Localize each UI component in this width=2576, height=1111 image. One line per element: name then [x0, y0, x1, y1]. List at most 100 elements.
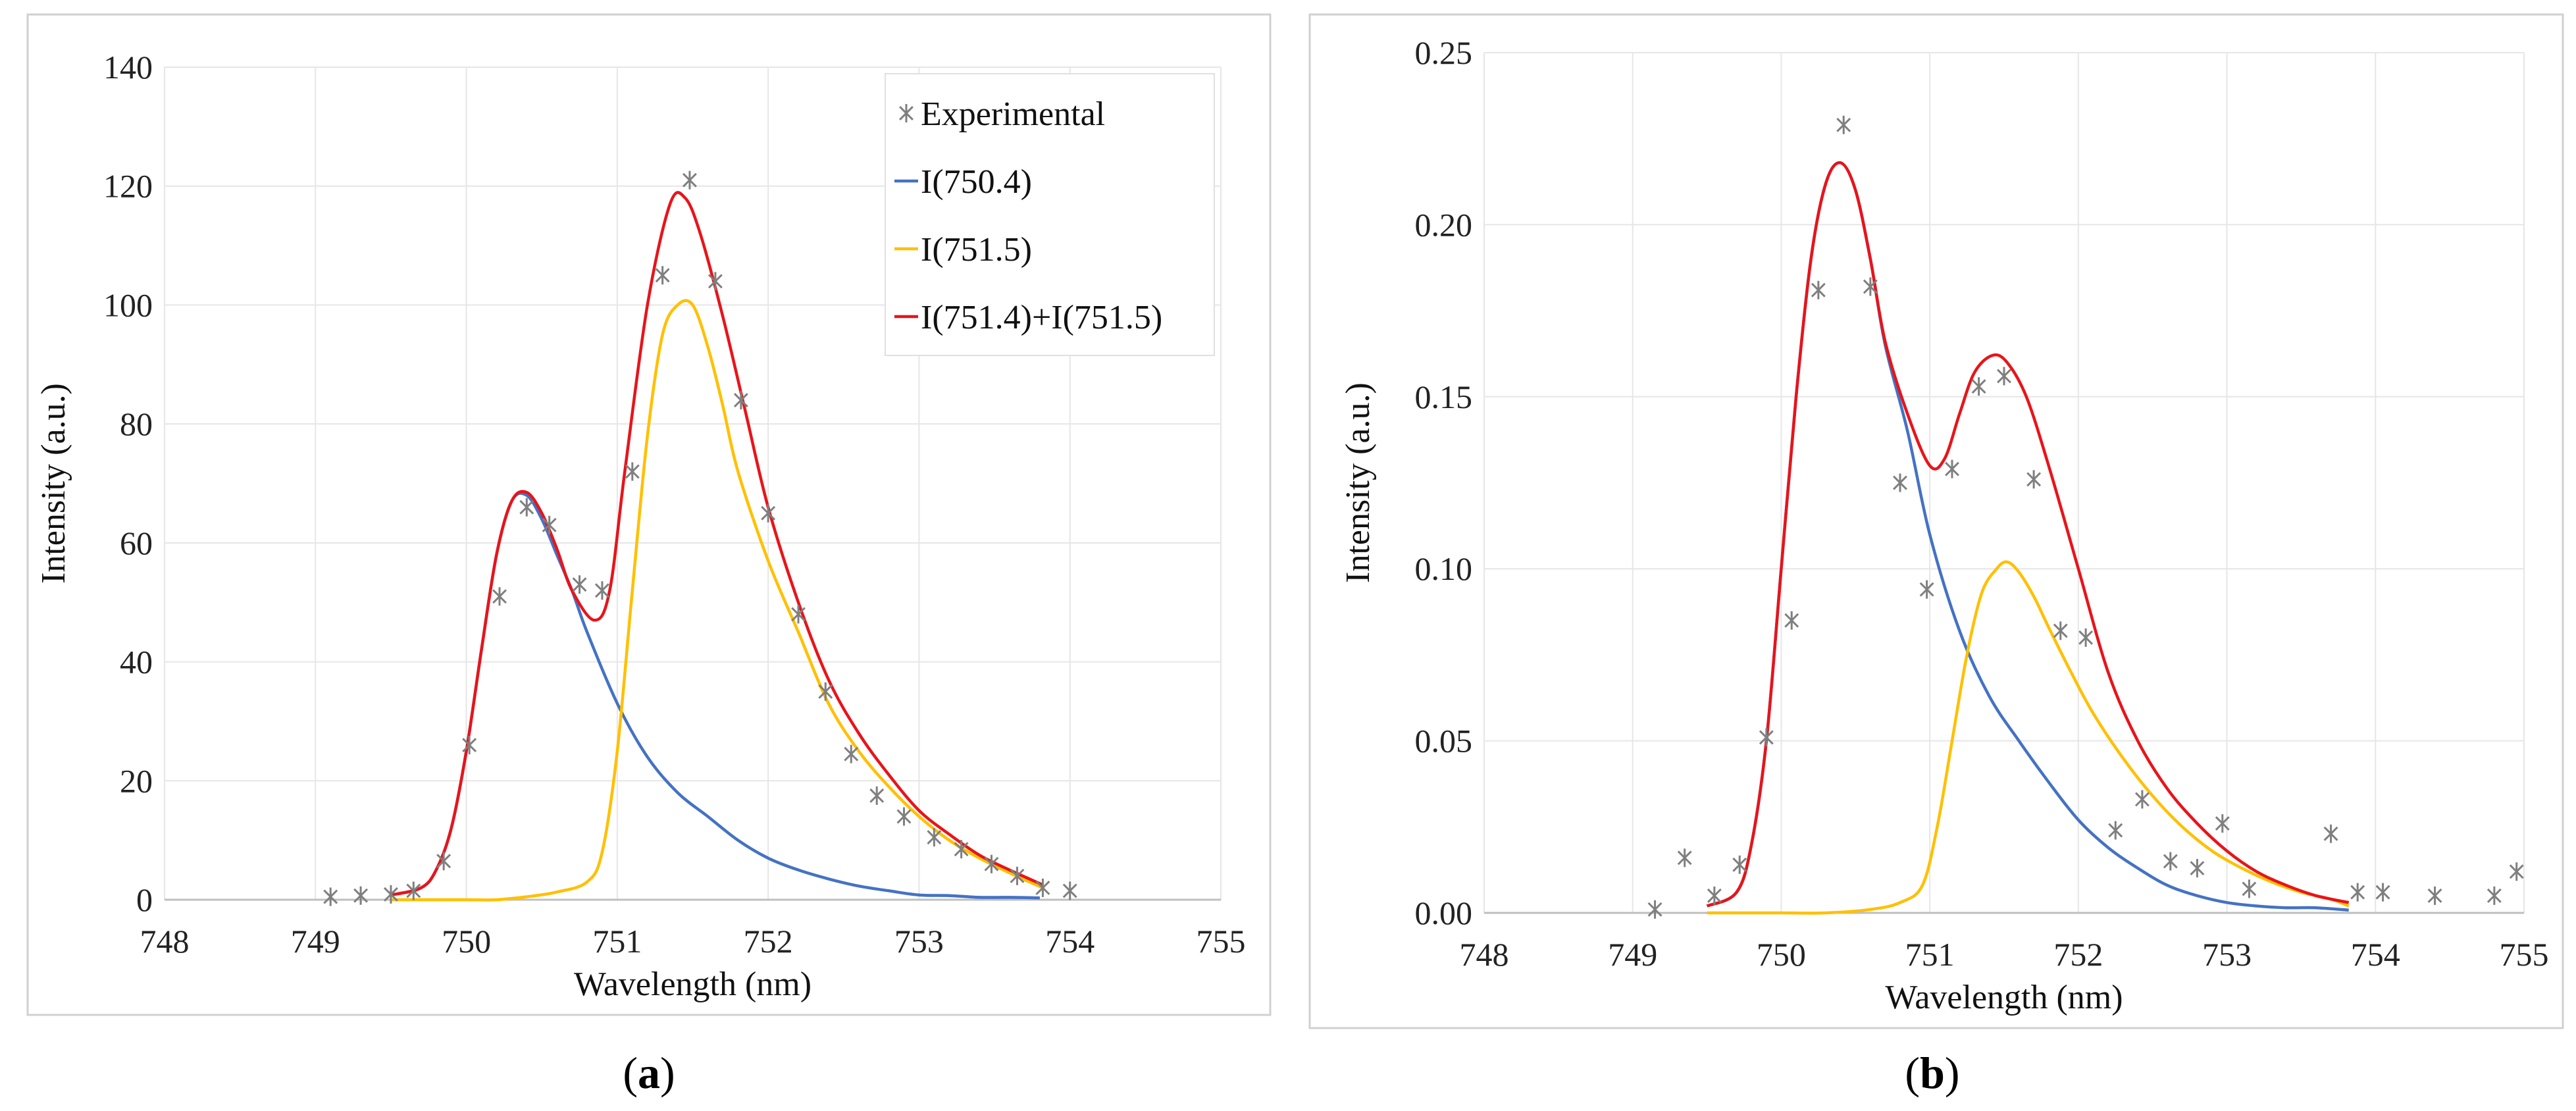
chart-a-experimental-point-16 [761, 504, 776, 523]
chart-a-experimental-point-18 [818, 682, 833, 701]
chart-b-xtick-label-7: 755 [2500, 936, 2549, 973]
chart-a: 748 749 750 751 752 753 754 755 0 20 40 60 80 100 120 1… [35, 49, 1246, 1003]
chart-a-legend-marker-0 [899, 104, 914, 122]
chart-a-experimental-point-0 [323, 887, 338, 906]
chart-a-experimental-point-26 [1035, 878, 1050, 897]
chart-b-experimental-point-19 [2163, 852, 2178, 871]
chart-a-experimental-point-23 [954, 840, 969, 859]
chart-a-experimental-point-5 [462, 736, 477, 755]
caption-b: (b) [1905, 1048, 1959, 1098]
chart-a-ytick-label-5: 100 [103, 286, 153, 323]
chart-a-experimental-point-7 [519, 498, 534, 517]
chart-b-experimental-point-17 [2108, 821, 2123, 840]
chart-b-experimental-point-18 [2134, 790, 2150, 809]
chart-b-xtick-label-1: 749 [1608, 936, 1657, 973]
chart-a-legend-label-0: Experimental [921, 95, 1105, 133]
chart-b-experimental-point-24 [2350, 883, 2365, 902]
chart-a-ytick-label-0: 0 [136, 881, 153, 918]
chart-b-experimental-point-16 [2078, 628, 2094, 647]
chart-a-experimental-point-15 [733, 391, 748, 409]
chart-a-experimental-point-4 [436, 852, 451, 871]
chart-a-experimental-point-22 [927, 828, 942, 847]
chart-a-experimental-point-21 [896, 807, 912, 826]
chart-a-experimental-point-3 [406, 881, 421, 900]
chart-a-experimental-point-10 [594, 581, 609, 600]
chart-b-experimental-point-3 [1732, 855, 1747, 874]
chart-a-xtick-label-5: 753 [894, 923, 944, 960]
chart-b-experimental-point-23 [2323, 824, 2338, 843]
chart-a-experimental-point-2 [383, 885, 398, 904]
chart-b-ytick-label-4: 0.20 [1415, 206, 1473, 243]
chart-a-experimental-point-19 [844, 744, 859, 763]
chart-b-ytick-label-2: 0.10 [1415, 550, 1473, 587]
chart-b-experimental-point-8 [1863, 277, 1878, 296]
chart-b-experimental-point-22 [2242, 879, 2257, 898]
chart-a-experimental-point-25 [1010, 866, 1025, 885]
chart-a-xtick-label-2: 750 [442, 923, 491, 960]
chart-a-ytick-label-1: 20 [120, 762, 153, 799]
chart-a-experimental-point-27 [1062, 881, 1077, 900]
chart-a-xlabel: Wavelength (nm) [574, 966, 811, 1003]
chart-a-experimental-point-20 [869, 786, 885, 805]
chart-b-xtick-label-4: 752 [2053, 936, 2103, 973]
caption-a: (a) [623, 1048, 675, 1098]
chart-a-experimental-point-6 [492, 587, 507, 606]
chart-a-xtick-label-7: 755 [1197, 923, 1246, 960]
chart-b-experimental-point-9 [1893, 473, 1907, 492]
chart-a-series-i-751-5--line [390, 299, 1044, 902]
chart-a-experimental-point-11 [625, 462, 640, 481]
chart-a-xtick-label-1: 749 [291, 923, 340, 960]
chart-a-experimental-point-9 [572, 575, 587, 594]
chart-a-series-i-751-4-i-751-5--line [390, 191, 1044, 897]
chart-b-xlabel: Wavelength (nm) [1885, 979, 2123, 1016]
chart-b-ytick-label-1: 0.05 [1415, 723, 1473, 760]
chart-a-experimental-point-13 [682, 170, 697, 190]
chart-a-xtick-label-3: 751 [592, 923, 642, 960]
chart-b-xtick-label-3: 751 [1905, 936, 1955, 973]
chart-a-ytick-label-6: 120 [103, 168, 153, 205]
chart-b-experimental-point-5 [1784, 611, 1799, 630]
chart-a-ytick-label-4: 80 [120, 405, 153, 442]
chart-a-experimental-point-17 [791, 605, 806, 624]
chart-b-experimental-point-10 [1919, 580, 1934, 599]
chart-b-experimental-point-0 [1647, 900, 1662, 919]
chart-a-legend-box [885, 73, 1215, 356]
chart-a-experimental-point-12 [655, 266, 670, 285]
chart-b-ytick-label-0: 0.00 [1415, 894, 1473, 931]
chart-a-legend: Experimental I(750.4) I(751.5) I(751.4)+I(7… [885, 73, 1215, 356]
chart-b-experimental-points [1647, 115, 2524, 919]
chart-a-xtick-label-6: 754 [1045, 923, 1095, 960]
chart-b-experimental-point-15 [2053, 621, 2068, 640]
chart-b-xtick-label-2: 750 [1757, 936, 1806, 973]
chart-a-xtick-label-0: 748 [140, 923, 190, 960]
chart-b-series-i-751-4-i-751-5--line [1706, 161, 2350, 908]
chart-b-ylabel: Intensity (a.u.) [1339, 382, 1377, 583]
chart-a-experimental-points [323, 170, 1077, 906]
chart-b: 748 749 750 751 752 753 754 755 0.00 0.05 0.10 0.15… [1339, 34, 2549, 1016]
chart-a-ytick-label-7: 140 [103, 49, 153, 86]
chart-a-experimental-point-14 [708, 272, 723, 291]
chart-a-ytick-label-3: 60 [120, 525, 153, 561]
chart-b-ytick-label-3: 0.15 [1415, 378, 1473, 415]
chart-b-experimental-point-20 [2190, 859, 2205, 878]
chart-a-legend-label-2: I(751.5) [921, 231, 1032, 269]
chart-b-experimental-point-2 [1707, 886, 1722, 905]
chart-a-legend-label-3: I(751.4)+I(751.5) [921, 299, 1162, 336]
chart-b-experimental-point-6 [1811, 280, 1826, 299]
panel-b-frame [1308, 13, 2564, 1029]
chart-b-experimental-point-28 [2509, 862, 2524, 881]
chart-b-experimental-point-21 [2215, 814, 2230, 833]
chart-a-experimental-point-8 [542, 515, 557, 534]
chart-b-xtick-label-5: 753 [2202, 936, 2252, 973]
chart-a-xtick-label-4: 752 [744, 923, 793, 960]
chart-a-ytick-label-2: 40 [120, 644, 153, 681]
chart-b-series-i-751-5--line [1707, 560, 2350, 915]
chart-a-legend-label-1: I(750.4) [921, 163, 1032, 201]
chart-b-experimental-point-7 [1836, 115, 1851, 134]
chart-b-experimental-point-25 [2375, 883, 2390, 902]
chart-b-experimental-point-11 [1945, 459, 1959, 478]
chart-b-experimental-point-1 [1677, 848, 1692, 867]
chart-b-ytick-label-5: 0.25 [1415, 34, 1473, 71]
caption-a-letter: a [638, 1048, 660, 1098]
